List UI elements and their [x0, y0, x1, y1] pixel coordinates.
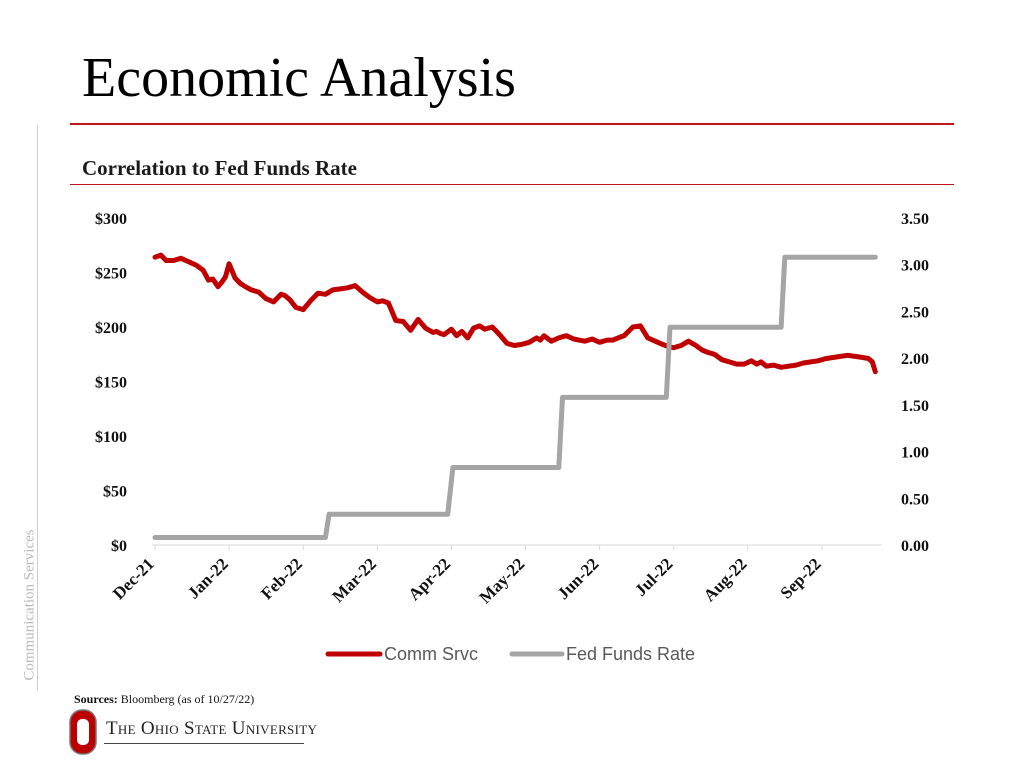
left-axis-tick-label: $300	[95, 211, 127, 228]
right-axis-tick-label: 0.00	[901, 538, 929, 555]
right-axis-tick-label: 3.00	[901, 258, 929, 275]
correlation-chart: $300 $250 $200 $150 $100 $50 $0 3.50 3.00 2.50 2.0…	[95, 211, 929, 664]
sources-note: Sources: Bloomberg (as of 10/27/22)	[74, 692, 254, 707]
comm-srvc-line	[152, 252, 878, 375]
right-axis-tick-label: 1.00	[901, 445, 929, 462]
university-underline	[104, 743, 304, 744]
legend-label-comm-srvc: Comm Srvc	[384, 644, 478, 664]
side-divider	[37, 125, 38, 690]
left-axis-tick-label: $150	[95, 375, 127, 392]
x-axis-tick-label: Aug-22	[700, 554, 751, 605]
sources-text: Bloomberg (as of 10/27/22)	[120, 692, 255, 706]
university-name: The Ohio State University	[106, 718, 318, 739]
title-divider	[70, 123, 954, 125]
subtitle-divider	[70, 184, 954, 185]
left-axis-tick-label: $0	[111, 538, 127, 555]
x-axis-tick-label: Feb-22	[257, 554, 306, 603]
left-axis-tick-label: $250	[95, 266, 127, 283]
right-axis-tick-label: 2.50	[901, 304, 929, 321]
right-axis-tick-label: 3.50	[901, 211, 929, 228]
legend-label-fed-funds: Fed Funds Rate	[566, 644, 695, 664]
right-axis-tick-label: 2.00	[901, 351, 929, 368]
left-axis-tick-label: $200	[95, 320, 127, 337]
left-axis-tick-label: $100	[95, 429, 127, 446]
sources-label: Sources:	[74, 692, 118, 706]
x-axis-tick-label: Jul-22	[631, 554, 676, 599]
x-axis-tick-label: Apr-22	[405, 554, 455, 604]
right-axis-tick-label: 0.50	[901, 491, 929, 508]
chart-subtitle: Correlation to Fed Funds Rate	[82, 156, 357, 180]
x-axis-tick-label: Dec-21	[109, 554, 158, 603]
x-axis-tick-label: Jun-22	[554, 554, 603, 603]
fed-funds-rate-line	[152, 254, 878, 540]
right-axis-tick-label: 1.50	[901, 398, 929, 415]
slide-title: Economic Analysis	[82, 47, 516, 109]
x-axis-tick-label: Sep-22	[777, 554, 825, 602]
left-axis-tick-label: $50	[103, 484, 127, 501]
x-axis-tick-label: May-22	[475, 554, 528, 607]
x-axis-tick-label: Mar-22	[328, 554, 380, 606]
x-axis-tick-label: Jan-22	[184, 554, 232, 602]
block-o-logo-icon	[69, 709, 97, 755]
